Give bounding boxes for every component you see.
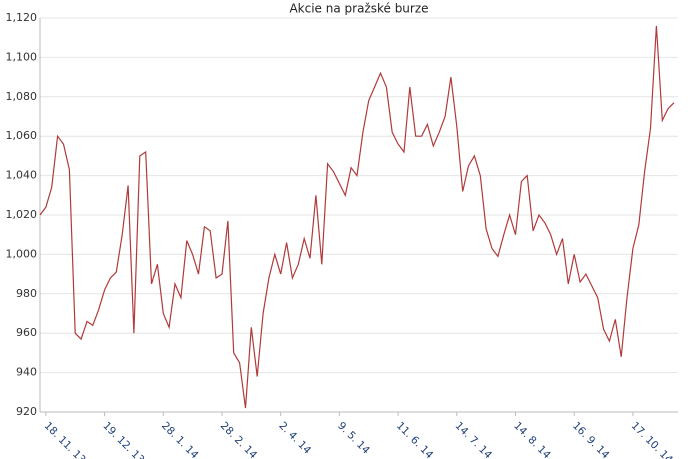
x-tick-label: 14. 7. 14 <box>453 420 495 459</box>
y-tick-label: 1,020 <box>6 208 38 221</box>
y-tick-label: 980 <box>16 287 37 300</box>
y-tick-label: 1,040 <box>6 169 38 182</box>
y-tick-label: 1,000 <box>6 247 38 260</box>
x-tick-label: 14. 8. 14 <box>511 420 553 459</box>
chart-title: Akcie na pražské burze <box>289 2 428 16</box>
x-tick-label: 11. 6. 14 <box>394 420 436 459</box>
y-tick-label: 960 <box>16 326 37 339</box>
x-tick-label: 16. 9. 14 <box>570 420 612 459</box>
x-tick-label: 2. 4. 14 <box>276 420 313 457</box>
x-tick-label: 18. 11. 13 <box>42 420 88 459</box>
x-tick-label: 9. 5. 14 <box>335 420 372 457</box>
x-tick-label: 19. 12. 13 <box>100 420 146 459</box>
y-tick-label: 1,100 <box>6 50 38 63</box>
y-tick-label: 1,080 <box>6 90 38 103</box>
price-line <box>39 25 675 409</box>
x-tick-label: 17. 10. 14 <box>629 420 675 459</box>
y-tick-label: 920 <box>16 405 37 418</box>
x-tick-label: 28. 1. 14 <box>159 420 201 459</box>
y-tick-label: 1,120 <box>6 11 38 24</box>
y-tick-label: 1,060 <box>6 129 38 142</box>
x-tick-label: 28. 2. 14 <box>218 420 260 459</box>
y-tick-label: 940 <box>16 366 37 379</box>
